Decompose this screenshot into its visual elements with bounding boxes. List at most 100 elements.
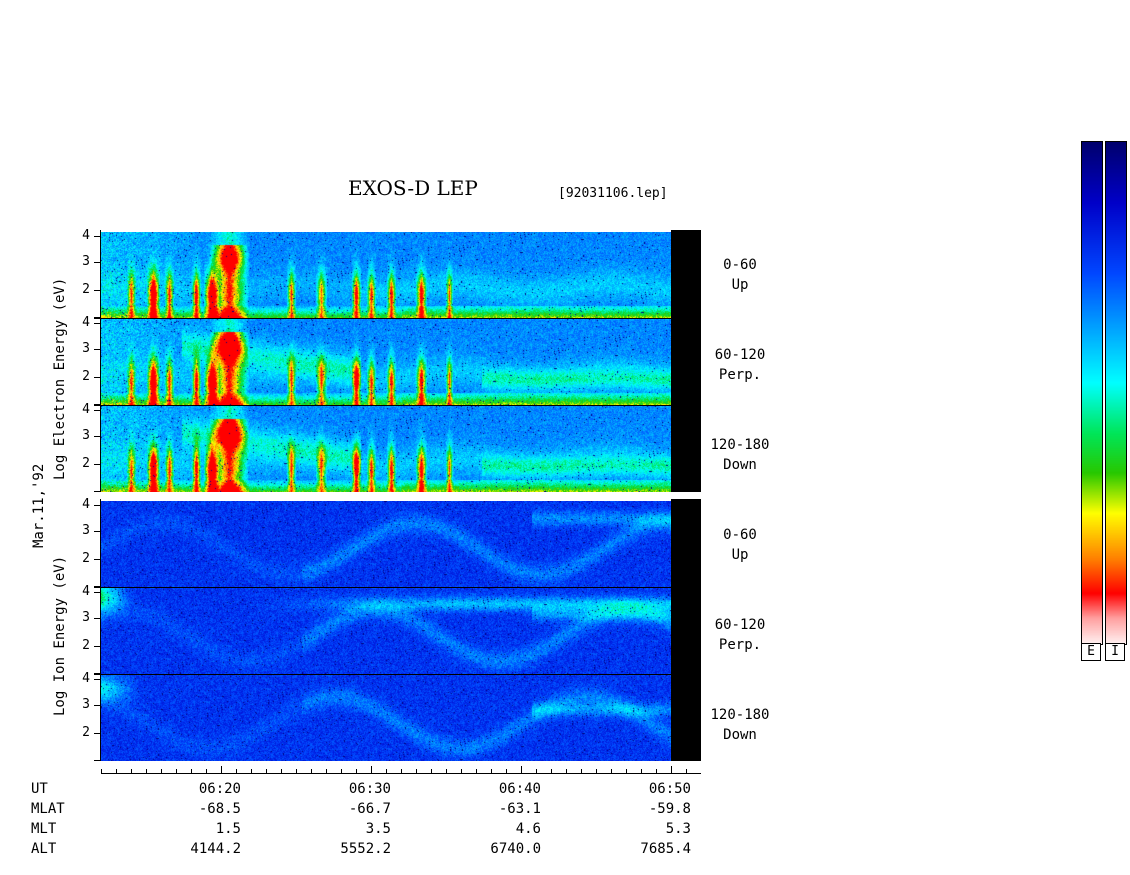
y-tick-mark xyxy=(94,559,100,560)
x-tick-major xyxy=(221,766,222,773)
x-tick-minor xyxy=(386,769,387,773)
frame-electron xyxy=(100,230,101,492)
y-tick-label: 4 xyxy=(82,402,90,417)
x-tick-minor xyxy=(446,769,447,773)
spectrogram-ion-down xyxy=(101,675,671,761)
y-tick-mark xyxy=(94,262,100,263)
x-tick-minor xyxy=(656,769,657,773)
y-tick-mark xyxy=(94,491,100,492)
panel-separator xyxy=(94,674,671,675)
x-tick-minor xyxy=(311,769,312,773)
y-tick-mark xyxy=(94,236,100,237)
x-tick-minor xyxy=(356,769,357,773)
y-tick-mark xyxy=(94,377,100,378)
x-tick-major xyxy=(371,766,372,773)
spectrogram-ion-perp xyxy=(101,588,671,674)
y-tick-mark xyxy=(94,760,100,761)
x-tick-minor xyxy=(536,769,537,773)
row-label-mlt: MLT xyxy=(31,821,57,837)
y-tick-mark xyxy=(94,404,100,405)
no-data-strip-electron xyxy=(671,230,701,492)
y-tick-label: 3 xyxy=(82,523,90,538)
spectrogram-electron-perp xyxy=(101,319,671,405)
ut-value: 06:50 xyxy=(648,781,691,797)
x-tick-minor xyxy=(326,769,327,773)
y-tick-mark xyxy=(94,586,100,587)
x-tick-minor xyxy=(146,769,147,773)
colorbar-electron xyxy=(1081,141,1103,645)
y-tick-label: 2 xyxy=(82,456,90,471)
alt-value: 5552.2 xyxy=(340,841,391,857)
alt-value: 7685.4 xyxy=(640,841,691,857)
x-tick-minor xyxy=(101,769,102,773)
mlat-value: -59.8 xyxy=(648,801,691,817)
x-tick-minor xyxy=(296,769,297,773)
y-tick-mark xyxy=(94,317,100,318)
x-tick-minor xyxy=(416,769,417,773)
x-tick-minor xyxy=(476,769,477,773)
mlt-value: 4.6 xyxy=(515,821,541,837)
x-tick-minor xyxy=(431,769,432,773)
x-tick-minor xyxy=(161,769,162,773)
y-tick-mark xyxy=(94,679,100,680)
x-tick-minor xyxy=(506,769,507,773)
mlat-value: -68.5 xyxy=(198,801,241,817)
y-tick-mark xyxy=(94,505,100,506)
x-tick-minor xyxy=(191,769,192,773)
x-tick-minor xyxy=(611,769,612,773)
x-tick-minor xyxy=(641,769,642,773)
mlt-value: 3.5 xyxy=(365,821,391,837)
x-tick-minor xyxy=(236,769,237,773)
x-tick-minor xyxy=(551,769,552,773)
no-data-strip-ion xyxy=(671,499,701,761)
x-tick-major xyxy=(521,766,522,773)
panel-label-5: 60-120 Perp. xyxy=(714,617,766,653)
row-label-mlat: MLAT xyxy=(31,801,65,817)
x-tick-minor xyxy=(491,769,492,773)
y-tick-mark xyxy=(94,410,100,411)
frame-ion xyxy=(100,499,101,761)
ut-value: 06:40 xyxy=(498,781,541,797)
panel-separator xyxy=(94,318,671,319)
row-label-ut: UT xyxy=(31,781,48,797)
x-tick-minor xyxy=(116,769,117,773)
y-tick-mark xyxy=(94,592,100,593)
y-tick-label: 2 xyxy=(82,551,90,566)
x-tick-major xyxy=(671,766,672,773)
y-tick-mark xyxy=(94,349,100,350)
chart-title: EXOS-D LEP xyxy=(348,176,478,200)
y-tick-label: 4 xyxy=(82,497,90,512)
panel-label-1: 0-60 Up xyxy=(723,257,757,293)
x-tick-minor xyxy=(341,769,342,773)
x-tick-minor xyxy=(461,769,462,773)
x-tick-minor xyxy=(251,769,252,773)
ut-value: 06:30 xyxy=(348,781,391,797)
panel-label-3: 120-180 Down xyxy=(710,437,770,473)
electron-axis-label: Log Electron Energy (eV) xyxy=(52,277,68,480)
spectrogram-ion-up xyxy=(101,501,671,587)
y-tick-label: 3 xyxy=(82,697,90,712)
y-tick-mark xyxy=(94,531,100,532)
y-tick-mark xyxy=(94,646,100,647)
y-tick-label: 2 xyxy=(82,725,90,740)
y-tick-mark xyxy=(94,673,100,674)
x-tick-minor xyxy=(581,769,582,773)
mlat-value: -63.1 xyxy=(498,801,541,817)
y-tick-label: 3 xyxy=(82,341,90,356)
alt-value: 4144.2 xyxy=(190,841,241,857)
panel-separator xyxy=(94,405,671,406)
y-tick-label: 2 xyxy=(82,638,90,653)
y-tick-mark xyxy=(94,618,100,619)
x-tick-minor xyxy=(566,769,567,773)
ut-value: 06:20 xyxy=(198,781,241,797)
x-tick-minor xyxy=(401,769,402,773)
spectrogram-electron-down xyxy=(101,406,671,492)
y-tick-label: 2 xyxy=(82,282,90,297)
y-tick-label: 3 xyxy=(82,428,90,443)
y-tick-label: 3 xyxy=(82,254,90,269)
date-label: Mar.11,'92 xyxy=(31,463,47,548)
y-tick-mark xyxy=(94,323,100,324)
row-label-alt: ALT xyxy=(31,841,57,857)
x-tick-minor xyxy=(626,769,627,773)
x-tick-minor xyxy=(686,769,687,773)
